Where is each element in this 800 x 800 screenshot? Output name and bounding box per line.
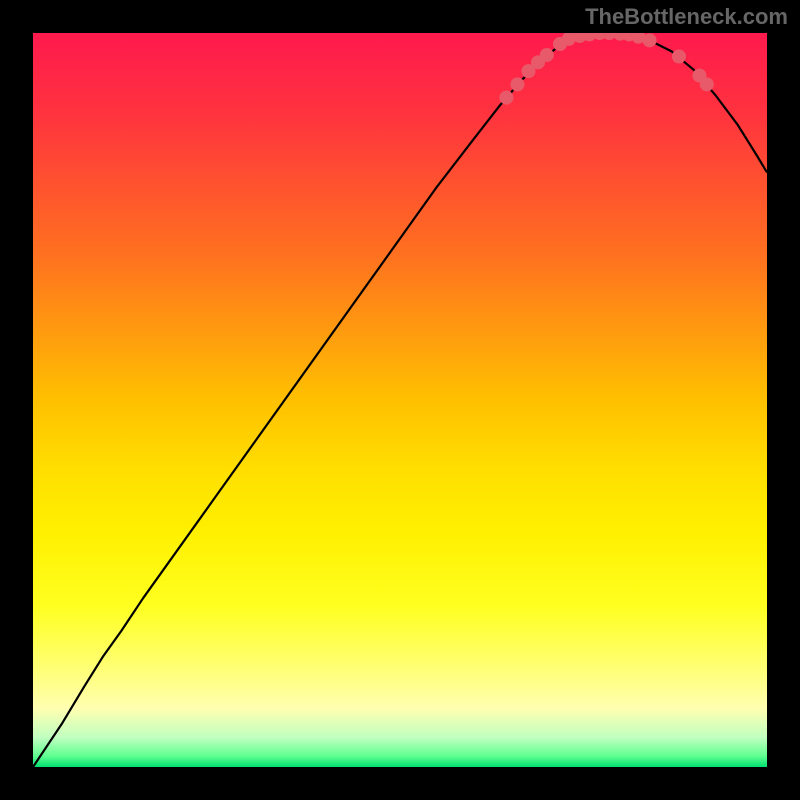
data-marker bbox=[700, 77, 714, 91]
data-marker bbox=[510, 77, 524, 91]
plot-svg bbox=[33, 33, 767, 767]
data-marker bbox=[672, 49, 686, 63]
plot-area bbox=[33, 33, 767, 767]
chart-container: TheBottleneck.com bbox=[0, 0, 800, 800]
data-marker bbox=[540, 48, 554, 62]
data-marker bbox=[499, 91, 513, 105]
gradient-background bbox=[33, 33, 767, 767]
watermark-text: TheBottleneck.com bbox=[585, 4, 788, 30]
data-marker bbox=[643, 33, 657, 47]
